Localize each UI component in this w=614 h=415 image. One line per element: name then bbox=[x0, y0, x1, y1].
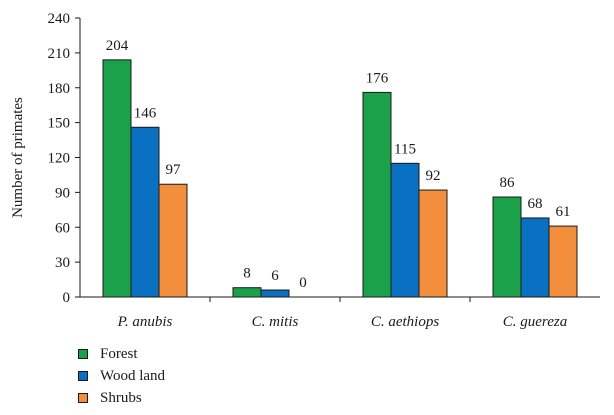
legend-item: Wood land bbox=[78, 365, 165, 387]
y-tick-label: 30 bbox=[55, 255, 70, 271]
legend-swatch bbox=[78, 371, 88, 381]
bar bbox=[261, 290, 289, 297]
y-axis: 0 30 60 90 120 150 180 210 240 bbox=[48, 11, 81, 306]
data-label: 176 bbox=[366, 70, 389, 86]
legend-swatch bbox=[78, 349, 88, 359]
data-label: 6 bbox=[271, 268, 279, 284]
legend-swatch bbox=[78, 393, 88, 403]
bar bbox=[391, 163, 419, 297]
y-tick-label: 60 bbox=[55, 220, 70, 236]
data-label: 92 bbox=[426, 168, 441, 184]
data-label: 61 bbox=[556, 204, 571, 220]
y-tick-label: 180 bbox=[48, 81, 71, 97]
x-tick-label: C. aethiops bbox=[371, 314, 439, 330]
legend-item: Shrubs bbox=[78, 387, 165, 409]
bar bbox=[233, 288, 261, 297]
data-label: 68 bbox=[528, 196, 543, 212]
y-tick-label: 240 bbox=[48, 11, 71, 27]
y-tick-label: 150 bbox=[48, 116, 71, 132]
bar bbox=[419, 190, 447, 297]
x-axis: P. anubis C. mitis C. aethiops C. guereza bbox=[80, 297, 600, 330]
data-label: 0 bbox=[299, 275, 307, 291]
y-tick-label: 0 bbox=[63, 290, 71, 306]
data-label: 204 bbox=[106, 38, 129, 54]
y-axis-title: Number of primates bbox=[10, 97, 26, 218]
bar bbox=[131, 127, 159, 297]
data-label: 97 bbox=[166, 162, 182, 178]
x-tick-label: P. anubis bbox=[117, 314, 173, 330]
legend-item: Forest bbox=[78, 343, 165, 365]
y-tick-label: 210 bbox=[48, 46, 71, 62]
data-label: 146 bbox=[134, 105, 157, 121]
y-tick-label: 90 bbox=[55, 185, 70, 201]
x-tick-label: C. mitis bbox=[252, 314, 299, 330]
bar bbox=[363, 92, 391, 297]
bar bbox=[103, 60, 131, 297]
data-label: 8 bbox=[243, 266, 251, 282]
bar bbox=[549, 226, 577, 297]
data-label: 86 bbox=[500, 175, 516, 191]
x-tick-label: C. guereza bbox=[503, 314, 567, 330]
bar bbox=[493, 197, 521, 297]
legend-label: Wood land bbox=[100, 368, 165, 385]
bar bbox=[159, 184, 187, 297]
bar bbox=[521, 218, 549, 297]
legend: Forest Wood land Shrubs bbox=[78, 343, 165, 409]
legend-label: Forest bbox=[100, 346, 138, 363]
y-tick-label: 120 bbox=[48, 151, 71, 167]
legend-label: Shrubs bbox=[100, 390, 142, 407]
data-label: 115 bbox=[394, 141, 416, 157]
